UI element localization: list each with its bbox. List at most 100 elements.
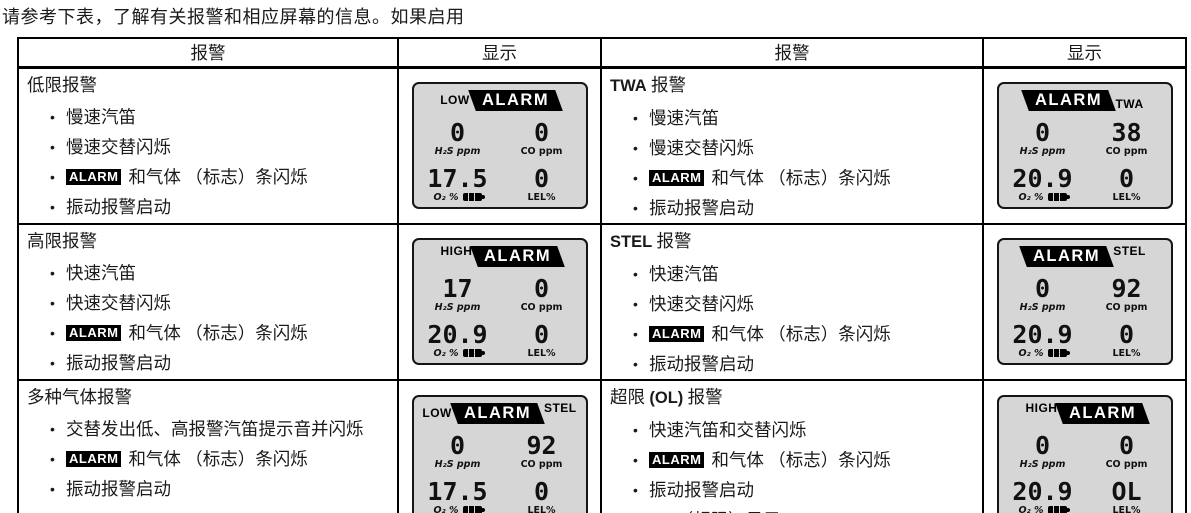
bullet-list: • 交替发出低、高报警汽笛提示音并闪烁 • ALARM 和气体 （标志）条闪烁 • 振动… — [27, 414, 391, 504]
o2-reading: 17.5 — [427, 477, 488, 506]
co-reading: 92 — [526, 431, 557, 460]
bullet-item: • 快速交替闪烁 — [27, 288, 391, 318]
h2s-label: H₂S ppm — [434, 302, 481, 313]
lel-reading: 0 — [1118, 320, 1135, 349]
o2-label: O₂ % — [433, 192, 485, 203]
low-flag: LOW — [422, 406, 452, 420]
display-cell: LOW ALARM 0 H₂S ppm 0 CO ppm 17.5 O₂ % 0 LEL… — [397, 66, 602, 225]
battery-icon — [462, 193, 485, 201]
twa-flag: TWA — [1115, 97, 1144, 111]
display-cell: HIGH ALARM 0 H₂S ppm 0 CO ppm 20.9 O₂ % OL L… — [982, 378, 1187, 513]
bullet-icon: • — [50, 294, 55, 311]
alarm-title: 低限报警 — [27, 74, 97, 95]
bullet-item: • 快速汽笛 — [610, 259, 976, 289]
bullet-item: • 振动报警启动 — [610, 193, 976, 222]
low-flag: LOW — [440, 93, 470, 107]
bullet-item: •OL （超限）显示 — [610, 505, 976, 513]
bullet-item: • 快速汽笛 — [27, 258, 391, 288]
alarm-badge: ALARM — [649, 451, 705, 468]
alarm-cell-stel: STEL 报警 • 快速汽笛 • 快速交替闪烁 • ALARM 和气体 （标志）条闪烁 … — [600, 222, 984, 381]
lel-label: LEL% — [1112, 348, 1141, 359]
co-label: CO ppm — [520, 302, 563, 313]
bullet-item: • ALARM 和气体 （标志）条闪烁 — [610, 319, 976, 349]
co-reading: 38 — [1111, 118, 1142, 147]
co-label: CO ppm — [520, 459, 563, 470]
bullet-list: • 快速汽笛 • 快速交替闪烁 • ALARM 和气体 （标志）条闪烁 • 振动报警启动 — [27, 258, 391, 378]
header-alarm-1: 报警 — [17, 37, 399, 69]
alarm-badge: ALARM — [66, 168, 122, 185]
stel-flag: STEL — [543, 401, 577, 415]
bullet-item: • ALARM 和气体 （标志）条闪烁 — [27, 162, 391, 192]
header-alarm-2: 报警 — [600, 37, 984, 69]
bullet-icon: • — [50, 480, 55, 497]
bullet-icon: • — [50, 420, 55, 437]
lel-label: LEL% — [527, 505, 556, 513]
alarm-title: 高限报警 — [27, 230, 97, 251]
co-reading: 0 — [1118, 431, 1135, 460]
alarm-table: 报警 显示 报警 显示 低限报警 • 慢速汽笛 • 慢速交替闪烁 • ALARM 和气体… — [17, 37, 1187, 513]
bullet-icon: • — [633, 139, 638, 156]
alarm-cell-high-limit: 高限报警 • 快速汽笛 • 快速交替闪烁 • ALARM 和气体 （标志）条闪烁 • 振动… — [17, 222, 399, 381]
alarm-badge: ALARM — [66, 450, 122, 467]
high-flag: HIGH — [1025, 401, 1058, 415]
alarm-cell-ol: 超限 (OL) 报警 • 快速汽笛和交替闪烁 • ALARM 和气体 （标志）条闪烁 … — [600, 378, 984, 513]
battery-icon — [1047, 349, 1070, 357]
h2s-label: H₂S ppm — [1019, 302, 1066, 313]
bullet-item: • 交替发出低、高报警汽笛提示音并闪烁 — [27, 414, 391, 444]
h2s-label: H₂S ppm — [1019, 459, 1066, 470]
co-reading: 92 — [1111, 274, 1142, 303]
bullet-item: • 振动报警启动 — [27, 192, 391, 222]
alarm-banner: ALARM — [467, 89, 563, 111]
bullet-list: • 慢速汽笛 • 慢速交替闪烁 • ALARM 和气体 （标志）条闪烁 • 振动报警启动 — [27, 102, 391, 222]
alarm-title: 超限 (OL) 报警 — [610, 386, 723, 407]
bullet-icon: • — [50, 354, 55, 371]
bullet-icon: • — [50, 138, 55, 155]
battery-icon — [462, 349, 485, 357]
bullet-item: • 快速交替闪烁 — [610, 289, 976, 319]
bullet-item: • 振动报警启动 — [610, 475, 976, 505]
o2-label: O₂ % — [1018, 192, 1070, 203]
bullet-item: • 慢速交替闪烁 — [610, 133, 976, 163]
lel-reading: OL — [1111, 477, 1142, 506]
co-reading: 0 — [533, 274, 550, 303]
bullet-icon: • — [633, 109, 638, 126]
lel-label: LEL% — [1112, 505, 1141, 513]
h2s-reading: 0 — [449, 118, 466, 147]
alarm-banner: ALARM — [1019, 245, 1115, 267]
bullet-icon: • — [633, 169, 638, 186]
table-row: 多种气体报警 • 交替发出低、高报警汽笛提示音并闪烁 • ALARM 和气体 （标志）… — [17, 378, 1187, 513]
h2s-label: H₂S ppm — [1019, 146, 1066, 157]
alarm-badge: ALARM — [649, 325, 705, 342]
lel-label: LEL% — [527, 192, 556, 203]
o2-label: O₂ % — [1018, 505, 1070, 513]
h2s-label: H₂S ppm — [434, 459, 481, 470]
alarm-cell-low-limit: 低限报警 • 慢速汽笛 • 慢速交替闪烁 • ALARM 和气体 （标志）条闪烁 • 振动… — [17, 66, 399, 225]
h2s-reading: 0 — [449, 431, 466, 460]
bullet-icon: • — [633, 421, 638, 438]
co-label: CO ppm — [520, 146, 563, 157]
lel-reading: 0 — [533, 320, 550, 349]
bullet-icon: • — [50, 168, 55, 185]
co-label: CO ppm — [1105, 459, 1148, 470]
bullet-list: • 慢速汽笛 • 慢速交替闪烁 • ALARM 和气体 （标志）条闪烁 • 振动报警启动 — [610, 103, 976, 222]
bullet-item: • 振动报警启动 — [610, 349, 976, 378]
bullet-icon: • — [50, 264, 55, 281]
bullet-item: • 慢速交替闪烁 — [27, 132, 391, 162]
bullet-icon: • — [50, 450, 55, 467]
bullet-item: • 慢速汽笛 — [610, 103, 976, 133]
stel-flag: STEL — [1113, 244, 1146, 258]
bullet-icon: • — [633, 505, 649, 513]
bullet-icon: • — [50, 198, 55, 215]
o2-reading: 20.9 — [1012, 477, 1073, 506]
display-cell: ALARM TWA 0 H₂S ppm 38 CO ppm 20.9 O₂ % 0 LE… — [982, 66, 1187, 225]
h2s-reading: 0 — [1034, 431, 1051, 460]
bullet-icon: • — [633, 355, 638, 372]
h2s-reading: 0 — [1034, 118, 1051, 147]
alarm-cell-multi-gas: 多种气体报警 • 交替发出低、高报警汽笛提示音并闪烁 • ALARM 和气体 （标志）… — [17, 378, 399, 513]
lcd-display: LOW ALARM STEL 0 H₂S ppm 92 CO ppm 17.5 O₂ … — [411, 395, 588, 513]
alarm-title: STEL 报警 — [610, 230, 692, 251]
lel-label: LEL% — [1112, 192, 1141, 203]
lel-label: LEL% — [527, 348, 556, 359]
o2-reading: 20.9 — [1012, 320, 1073, 349]
